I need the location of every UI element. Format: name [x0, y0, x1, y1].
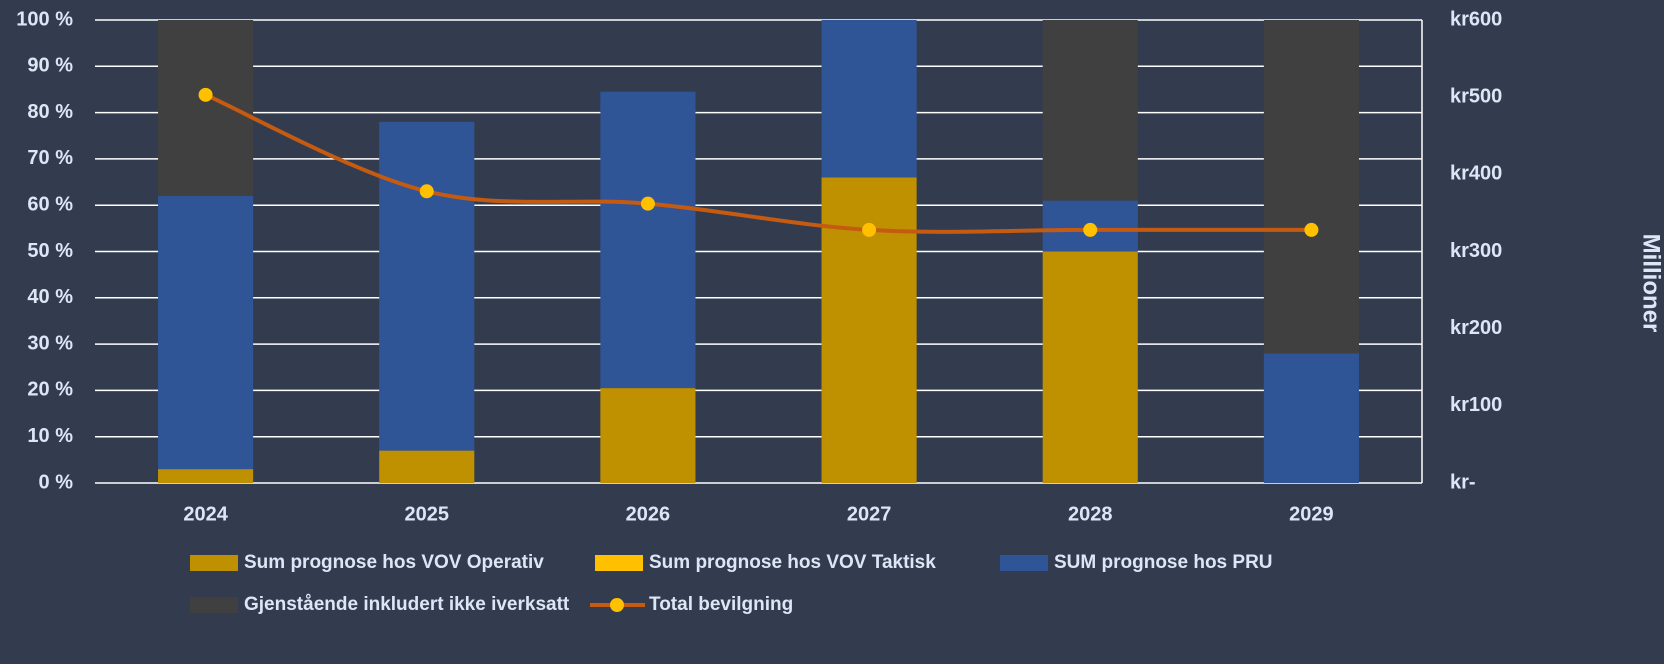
y2-tick-label: kr- [1450, 471, 1476, 493]
line-marker [1304, 222, 1319, 237]
y-tick-label: 20 % [27, 379, 73, 401]
line [204, 93, 1312, 234]
x-tick-label: 2026 [626, 503, 671, 525]
y2-axis-title: Millioner [1638, 234, 1664, 333]
legend-label: Sum prognose hos VOV Operativ [244, 552, 544, 573]
bar-segment [600, 91, 696, 389]
y-tick-label: 60 % [27, 193, 73, 215]
line-marker [1083, 222, 1098, 237]
y-tick-label: 50 % [27, 240, 73, 262]
x-tick-label: 2024 [183, 503, 228, 525]
bar-segment [379, 121, 475, 451]
legend-label: Sum prognose hos VOV Taktisk [649, 552, 936, 573]
bar-segment [158, 195, 254, 470]
y2-tick-label: kr300 [1450, 240, 1502, 262]
y-tick-label: 30 % [27, 332, 73, 354]
legend-label: SUM prognose hos PRU [1054, 552, 1273, 573]
legend-label: Total bevilgning [649, 594, 793, 615]
y-tick-label: 90 % [27, 55, 73, 77]
line-marker [419, 184, 434, 199]
y2-tick-label: kr200 [1450, 317, 1502, 339]
y-tick-label: 10 % [27, 425, 73, 447]
legend-swatch [190, 555, 238, 571]
legend-swatch [595, 555, 643, 571]
bar-segment [1042, 251, 1138, 483]
x-tick-label: 2027 [847, 503, 892, 525]
y2-tick-label: kr400 [1450, 163, 1502, 185]
legend-swatch [190, 597, 238, 613]
y2-tick-label: kr100 [1450, 394, 1502, 416]
legend-marker [610, 598, 624, 612]
legend-label: Gjenstående inkludert ikke iverksatt [244, 594, 570, 615]
line-marker [862, 222, 877, 237]
line-marker [640, 196, 655, 211]
y-tick-label: 80 % [27, 101, 73, 123]
bar-segment [1263, 353, 1359, 483]
y-tick-label: 70 % [27, 147, 73, 169]
y2-tick-label: kr500 [1450, 85, 1502, 107]
bar-segment [1042, 20, 1138, 201]
bar-segment [158, 469, 254, 483]
bar-segment [600, 388, 696, 483]
bar-segment [821, 20, 917, 178]
y-tick-label: 0 % [39, 471, 74, 493]
line-marker [198, 87, 213, 102]
x-tick-label: 2029 [1289, 503, 1334, 525]
bar-segment [379, 450, 475, 483]
x-tick-label: 2025 [405, 503, 450, 525]
bar-segment [1263, 20, 1359, 354]
y-tick-label: 40 % [27, 286, 73, 308]
y-tick-label: 100 % [16, 8, 73, 30]
y2-tick-label: kr600 [1450, 8, 1502, 30]
legend-swatch [1000, 555, 1048, 571]
x-tick-label: 2028 [1068, 503, 1113, 525]
bar-segment [158, 20, 254, 196]
